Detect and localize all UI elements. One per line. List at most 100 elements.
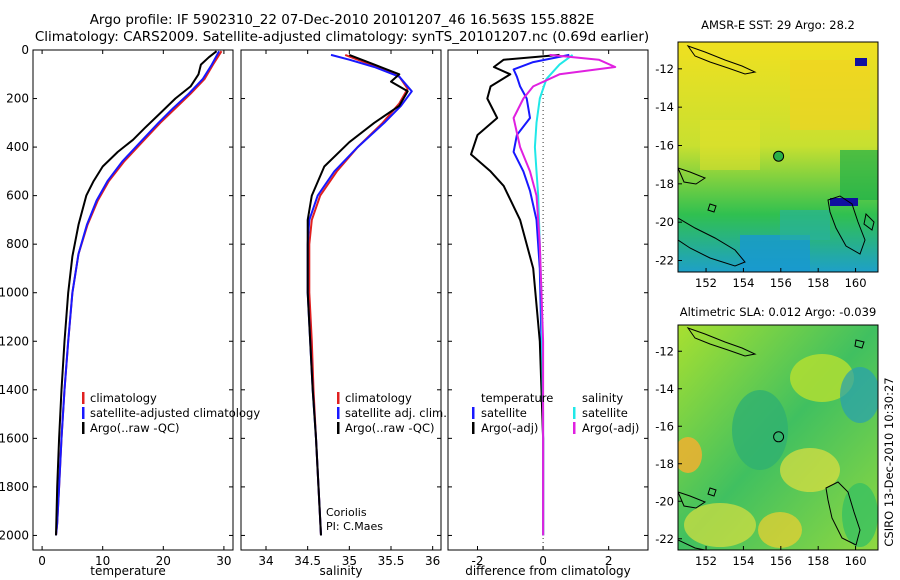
x-tick-label: 34.5 <box>294 554 321 568</box>
legend-label-argo: Argo(..raw -QC) <box>345 421 435 435</box>
depth-tick-label: 1400 <box>0 383 29 397</box>
sla-map-x-ticks: 152 154 156 158 160 <box>695 546 867 568</box>
legend-label-climatology: climatology <box>345 391 412 405</box>
legend-label-satellite: satellite adj. clim. <box>345 406 447 420</box>
map-y-tick-label: -14 <box>655 100 674 114</box>
map-x-tick-label: 158 <box>807 276 829 290</box>
depth-tick-label: 1000 <box>0 286 29 300</box>
legend-header-temperature: temperature <box>481 391 553 405</box>
legend-swatch-climatology <box>82 392 85 404</box>
legend-label-temp-argo: Argo(-adj) <box>481 421 538 435</box>
series-line-satellite-adj-clim- <box>306 53 413 536</box>
legend-swatch-temp-satellite <box>472 407 475 419</box>
temperature-axes-box <box>32 49 234 551</box>
series-line-argo-raw-qc- <box>55 50 218 536</box>
depth-tick-label: 600 <box>6 189 29 203</box>
legend-label-sal-argo: Argo(-adj) <box>582 421 639 435</box>
salinity-profile-lines <box>306 53 413 536</box>
data-centre-label: Coriolis <box>326 506 367 519</box>
sst-map-frame <box>677 41 879 273</box>
legend-swatch-climatology <box>337 392 340 404</box>
series-line-satellite-adjusted-climatology <box>55 50 220 536</box>
temperature-x-ticks: 0 10 20 30 <box>38 50 232 568</box>
salinity-axes-box <box>240 49 442 551</box>
x-tick-label: 36 <box>425 554 440 568</box>
series-line-salinity-argo-adj- <box>512 53 617 536</box>
map-x-tick-label: 152 <box>695 276 717 290</box>
temperature-xlabel: temperature <box>90 564 165 578</box>
map-y-tick-label: -12 <box>655 344 674 358</box>
depth-tick-labels: 0 200 400 600 800 1000 1200 1400 1600 1800 2000 <box>0 43 648 542</box>
map-y-tick-label: -20 <box>655 494 674 508</box>
depth-tick-label: 200 <box>6 92 29 106</box>
map-x-tick-label: 152 <box>695 554 717 568</box>
x-tick-label: 0 <box>38 554 46 568</box>
legend-label-argo: Argo(..raw -QC) <box>90 421 180 435</box>
depth-tick-label: 400 <box>6 140 29 154</box>
sst-argo-marker <box>773 150 785 162</box>
sst-map-x-ticks: 152 154 156 158 160 <box>695 268 867 290</box>
legend-swatch-argo <box>82 422 85 434</box>
x-tick-label: 0 <box>539 554 547 568</box>
temperature-legend: climatology satellite-adjusted climatolo… <box>82 391 260 435</box>
map-x-tick-label: 154 <box>732 276 754 290</box>
figure-title-line1: Argo profile: IF 5902310_22 07-Dec-2010 … <box>90 12 595 28</box>
legend-label-sal-satellite: satellite <box>582 406 628 420</box>
series-line-climatology <box>55 50 223 536</box>
depth-tick-label: 800 <box>6 237 29 251</box>
map-x-tick-label: 158 <box>807 554 829 568</box>
sla-map-y-ticks: -12 -14 -16 -18 -20 -22 <box>655 344 682 546</box>
credit-timestamp: CSIRO 13-Dec-2010 10:30:27 <box>882 377 896 546</box>
sla-map-frame <box>677 324 879 551</box>
sla-map-title: Altimetric SLA: 0.012 Argo: -0.039 <box>680 305 877 319</box>
x-tick-label: 30 <box>216 554 231 568</box>
temperature-profile-lines <box>55 50 223 536</box>
sst-map-title: AMSR-E SST: 29 Argo: 28.2 <box>701 18 855 32</box>
x-tick-label: 2 <box>605 554 613 568</box>
difference-xlabel: difference from climatology <box>465 564 631 578</box>
x-tick-label: 20 <box>156 554 171 568</box>
map-y-tick-label: -18 <box>655 457 674 471</box>
map-y-tick-label: -18 <box>655 177 674 191</box>
depth-tick-label: 1200 <box>0 334 29 348</box>
salinity-legend: climatology satellite adj. clim. Argo(..… <box>337 391 447 435</box>
legend-swatch-satellite <box>82 407 85 419</box>
legend-swatch-sal-argo <box>573 422 576 434</box>
sla-map-field <box>678 325 878 550</box>
difference-x-ticks: -2 0 2 <box>472 50 613 568</box>
legend-swatch-satellite <box>337 407 340 419</box>
temperature-panel: 0 200 400 600 800 1000 1200 1400 1600 1800 2000 0 1… <box>0 43 648 578</box>
difference-panel: -2 0 2 difference from climatology tempera… <box>447 49 649 578</box>
map-y-tick-label: -20 <box>655 215 674 229</box>
sla-map-panel: Altimetric SLA: 0.012 Argo: -0.039 152 15… <box>655 305 879 568</box>
legend-swatch-argo <box>337 422 340 434</box>
sst-map-y-ticks: -12 -14 -16 -18 -20 -22 <box>655 62 682 268</box>
map-y-tick-label: -22 <box>655 254 674 268</box>
difference-legend-salinity: salinity satellite Argo(-adj) <box>573 391 639 435</box>
x-tick-label: 34 <box>258 554 273 568</box>
series-line-temperature-argo-adj- <box>470 53 560 536</box>
difference-profile-lines <box>470 53 617 536</box>
depth-tick-label: 1600 <box>0 431 29 445</box>
legend-header-salinity: salinity <box>582 391 623 405</box>
map-x-tick-label: 154 <box>732 554 754 568</box>
map-y-tick-label: -16 <box>655 419 674 433</box>
map-y-tick-label: -22 <box>655 532 674 546</box>
salinity-xlabel: salinity <box>319 564 362 578</box>
figure-title-line2: Climatology: CARS2009. Satellite-adjuste… <box>35 29 649 45</box>
pi-label: PI: C.Maes <box>326 520 383 533</box>
depth-tick-label: 2000 <box>0 528 29 542</box>
x-tick-label: 10 <box>95 554 110 568</box>
difference-axes-box <box>447 49 649 551</box>
map-x-tick-label: 160 <box>845 554 867 568</box>
depth-tick-label: 1800 <box>0 480 29 494</box>
salinity-panel: 34 34.5 35 35.5 36 salinity climatology sate… <box>240 49 447 578</box>
x-tick-label: 35 <box>342 554 357 568</box>
sst-map-panel: AMSR-E SST: 29 Argo: 28.2 152 154 156 158 16… <box>655 18 879 290</box>
x-tick-label: -2 <box>472 554 484 568</box>
series-line-climatology <box>308 53 409 536</box>
x-tick-label: 35.5 <box>378 554 405 568</box>
legend-label-temp-satellite: satellite <box>481 406 527 420</box>
legend-swatch-temp-argo <box>472 422 475 434</box>
